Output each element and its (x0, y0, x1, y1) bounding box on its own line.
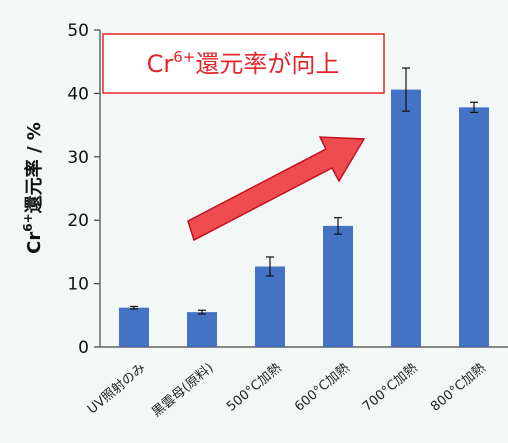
bar (187, 312, 217, 347)
bar (119, 307, 149, 347)
y-axis-label-species: Cr (24, 232, 45, 254)
bar (459, 107, 489, 348)
arrow-shape (187, 136, 366, 242)
y-tick-label: 10 (67, 275, 89, 295)
bar (391, 89, 421, 347)
y-tick-label: 0 (78, 338, 89, 358)
increase-arrow-icon (187, 136, 366, 242)
y-axis-label: Cr6+還元率 / % (21, 122, 45, 254)
error-bar (266, 256, 274, 277)
annotation-box (102, 33, 385, 94)
x-tick-label: 700°C加熱 (360, 361, 420, 415)
bar (255, 266, 285, 347)
annotation-superscript: 6+ (173, 48, 195, 66)
y-tick-label: 30 (67, 148, 89, 168)
x-tick-label: 黒雲母(原料) (149, 361, 216, 421)
y-axis-label-superscript: 6+ (21, 213, 35, 231)
y-tick-label: 20 (67, 211, 89, 231)
y-tick-label: 50 (67, 21, 89, 41)
error-bars (130, 67, 478, 315)
annotation-text: 還元率が向上 (195, 50, 339, 78)
error-bar (334, 217, 342, 235)
annotation-callout: Cr6+還元率が向上 (102, 33, 385, 94)
x-tick-label: UV照射のみ (84, 360, 148, 418)
x-tick-label: 500°C加熱 (224, 361, 284, 415)
y-axis-label-text: 還元率 / % (23, 122, 45, 213)
error-bar (402, 67, 410, 112)
svg-text:Cr6+還元率が向上: Cr6+還元率が向上 (147, 48, 340, 78)
x-tick-label: 800°C加熱 (428, 361, 488, 415)
x-tick-labels: UV照射のみ 黒雲母(原料) 500°C加熱 600°C加熱 700°C加熱 800°C加… (84, 360, 488, 421)
bars (119, 89, 489, 348)
axes (99, 30, 508, 348)
svg-text:Cr6+還元率 / %: Cr6+還元率 / % (21, 122, 45, 254)
annotation-species: Cr (147, 50, 174, 78)
x-tick-label: 600°C加熱 (292, 361, 352, 415)
error-bar (130, 305, 138, 310)
y-ticks: 0 10 20 30 40 50 (67, 21, 100, 358)
error-bar (198, 309, 206, 315)
bar (323, 225, 353, 347)
y-tick-label: 40 (67, 84, 89, 104)
error-bar (470, 101, 478, 114)
